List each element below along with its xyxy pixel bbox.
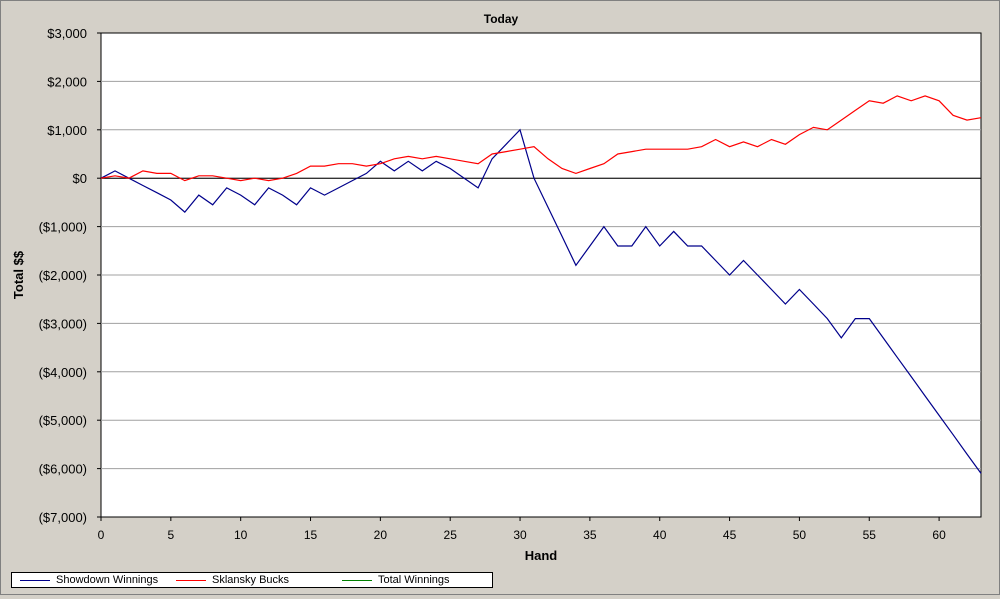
x-tick-label: 30 bbox=[513, 528, 527, 542]
legend-label: Showdown Winnings bbox=[56, 574, 159, 586]
series-layer bbox=[100, 95, 982, 474]
x-tick-label: 60 bbox=[932, 528, 946, 542]
x-tick-label: 55 bbox=[863, 528, 877, 542]
y-tick-label: ($1,000) bbox=[39, 220, 87, 235]
legend-swatch bbox=[176, 579, 206, 581]
x-tick-label: 25 bbox=[444, 528, 458, 542]
x-tick-label: 45 bbox=[723, 528, 737, 542]
y-tick-label: $0 bbox=[73, 171, 87, 186]
y-tick-label: ($4,000) bbox=[39, 365, 87, 380]
x-tick-label: 35 bbox=[583, 528, 597, 542]
chart-legend: Showdown Winnings Sklansky Bucks Total Win… bbox=[11, 572, 493, 588]
legend-label: Total Winnings bbox=[378, 574, 450, 586]
chart-title: Today bbox=[484, 12, 519, 26]
legend-item: Sklansky Bucks bbox=[172, 573, 289, 587]
x-tick-label: 5 bbox=[167, 528, 174, 542]
x-tick-label: 50 bbox=[793, 528, 807, 542]
legend-label: Sklansky Bucks bbox=[212, 574, 290, 586]
y-tick-label: ($5,000) bbox=[39, 413, 87, 428]
legend-swatch bbox=[342, 579, 372, 581]
y-tick-label: ($2,000) bbox=[39, 268, 87, 283]
y-axis-ticks: $3,000 $2,000 $1,000 $0 ($1,000) ($2,000) ($3,… bbox=[39, 26, 101, 525]
y-tick-label: $2,000 bbox=[47, 74, 87, 89]
x-tick-label: 20 bbox=[374, 528, 388, 542]
series-line-0 bbox=[100, 128, 982, 474]
y-tick-label: $1,000 bbox=[47, 123, 87, 138]
x-tick-label: 15 bbox=[304, 528, 318, 542]
y-tick-label: ($6,000) bbox=[39, 462, 87, 477]
legend-item: Showdown Winnings bbox=[16, 573, 158, 587]
series-line-1 bbox=[100, 95, 982, 182]
x-tick-label: 40 bbox=[653, 528, 667, 542]
legend-item: Total Winnings bbox=[338, 573, 450, 587]
legend-swatch bbox=[20, 579, 50, 581]
x-tick-label: 0 bbox=[98, 528, 105, 542]
y-tick-label: ($7,000) bbox=[39, 510, 87, 525]
x-axis-label: Hand bbox=[525, 548, 558, 563]
x-axis-ticks: 0 5 10 15 20 25 30 35 40 45 50 55 60 bbox=[98, 517, 946, 542]
y-tick-label: $3,000 bbox=[47, 26, 87, 41]
x-tick-label: 10 bbox=[234, 528, 248, 542]
y-axis-label: Total $$ bbox=[11, 250, 26, 299]
y-tick-label: ($3,000) bbox=[39, 316, 87, 331]
grid-lines bbox=[101, 80, 981, 470]
